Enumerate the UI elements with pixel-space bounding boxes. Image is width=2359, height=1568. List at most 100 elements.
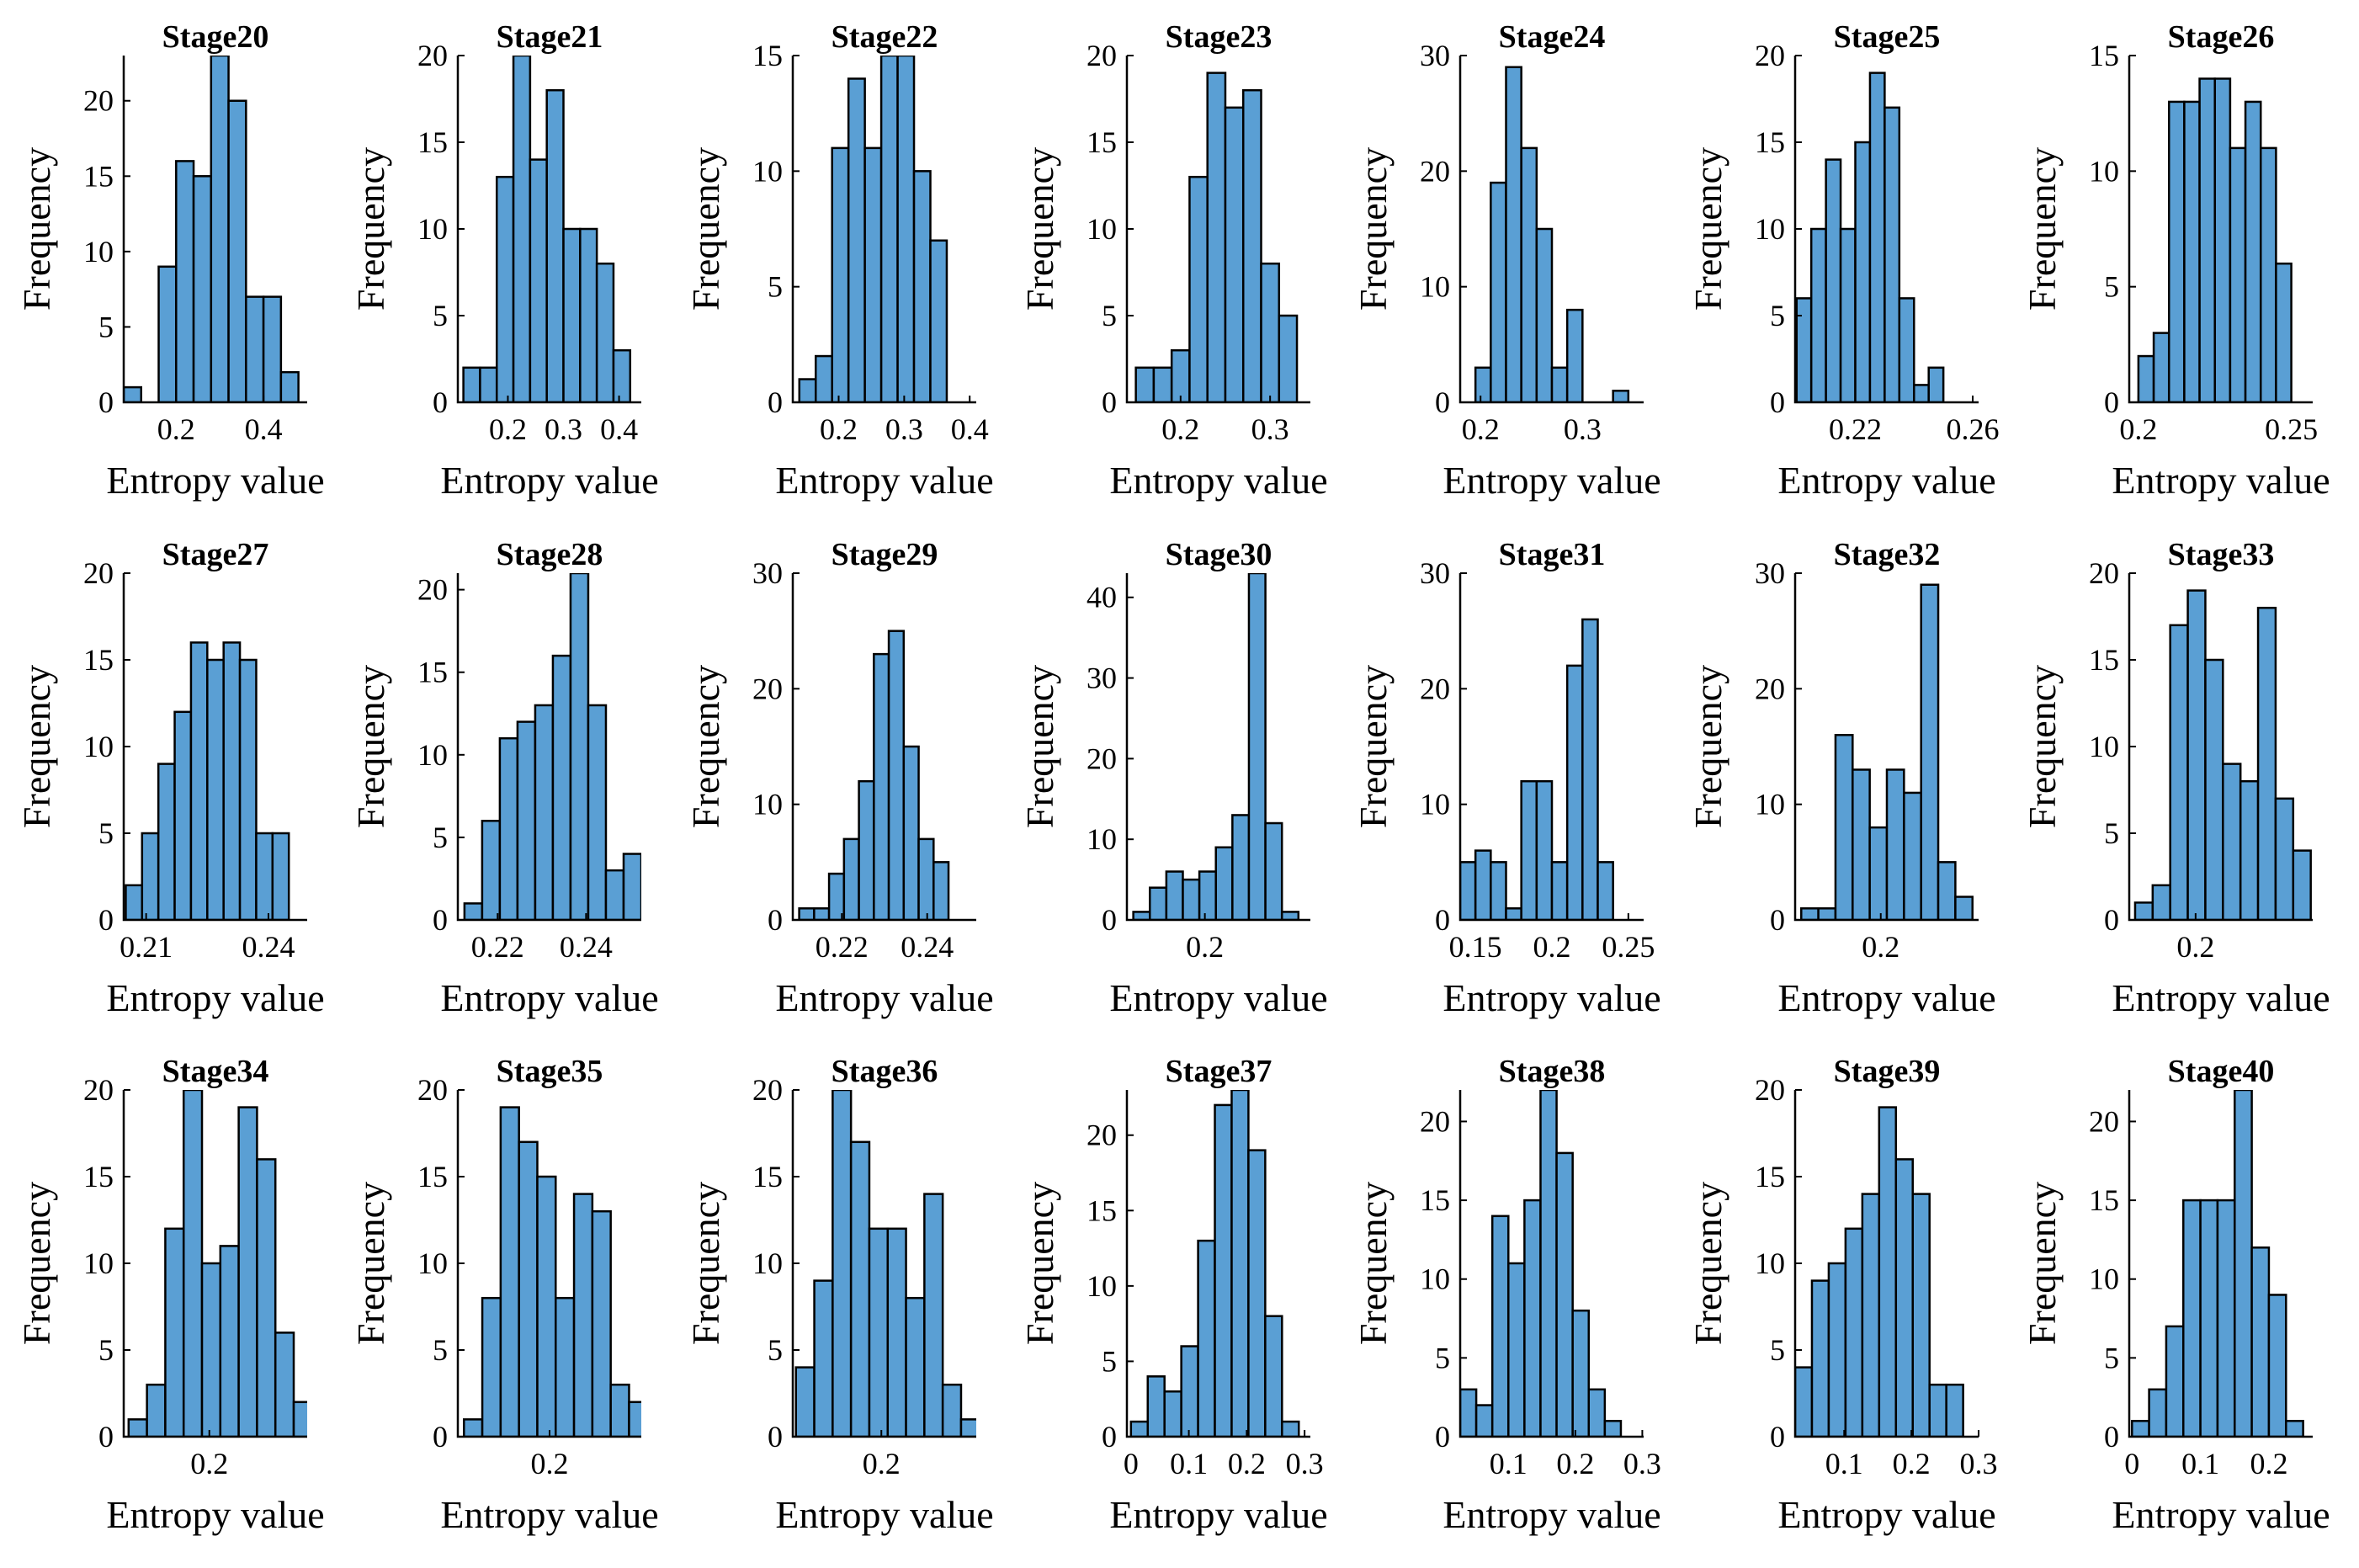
y-axis-label: Frequency [1018, 665, 1061, 828]
bar [917, 837, 935, 920]
bar [1460, 861, 1477, 920]
bar [1927, 366, 1945, 402]
bar [1180, 1345, 1199, 1437]
y-tick-label: 10 [83, 235, 114, 268]
y-axis-label: Frequency [1352, 665, 1395, 828]
bar [1810, 1279, 1830, 1437]
bar [959, 1418, 976, 1437]
bar [2186, 589, 2207, 920]
bar [516, 720, 537, 920]
bar [555, 1296, 576, 1437]
y-tick-label: 30 [1420, 556, 1450, 590]
bar [1911, 1193, 1931, 1437]
bar [1920, 583, 1940, 920]
histogram-stage35: 0 5 10 15 20 0.2 Stage35 Entropy value Frequency [349, 1054, 659, 1536]
histogram-stage26: 0 5 10 15 0.2 0.25 Stage26 Entropy value Frequen… [2021, 19, 2330, 502]
y-tick-label: 15 [1755, 125, 1785, 159]
histogram-stage22: 0 5 10 15 0.2 0.3 0.4 Stage22 Entropy value Frequ… [684, 19, 994, 502]
y-tick-label: 30 [1087, 662, 1117, 695]
bar [2222, 763, 2242, 920]
bar [551, 654, 572, 920]
histogram-stage25: 0 5 10 15 20 0.22 0.26 Stage25 Entropy value Freq… [1687, 19, 2000, 502]
bar [1247, 1149, 1267, 1437]
y-tick-label: 5 [768, 270, 783, 304]
bar [210, 56, 230, 402]
chart-title: Stage33 [2168, 537, 2275, 572]
y-tick-label: 10 [417, 1246, 448, 1280]
bar [498, 736, 519, 920]
y-tick-label: 10 [2089, 154, 2119, 188]
y-tick-label: 15 [1087, 1193, 1117, 1227]
bar [1490, 181, 1507, 402]
y-tick-label: 10 [752, 788, 783, 821]
y-tick-label: 15 [752, 1160, 783, 1193]
x-axis-label: Entropy value [1109, 459, 1327, 502]
bar [612, 348, 632, 402]
y-tick-label: 20 [752, 672, 783, 705]
bar [572, 1193, 594, 1437]
bar [1224, 106, 1245, 402]
bar [798, 907, 816, 920]
y-tick-label: 5 [98, 310, 114, 343]
bar [813, 907, 831, 920]
bar [2244, 100, 2262, 402]
bar [929, 239, 948, 402]
bar [1149, 886, 1168, 920]
chart-title: Stage35 [497, 1054, 603, 1089]
bar [481, 1296, 502, 1437]
y-tick-label: 0 [1435, 903, 1450, 937]
y-tick-label: 0 [1102, 1420, 1117, 1454]
x-axis-label: Entropy value [106, 1493, 324, 1536]
y-tick-label: 10 [2089, 730, 2119, 763]
x-tick-label: 0.24 [242, 930, 295, 964]
histogram-stage27: 0 5 10 15 20 0.21 0.24 Stage27 Entropy value Freq… [15, 537, 325, 1019]
y-tick-label: 10 [1420, 1262, 1450, 1296]
y-tick-label: 20 [1087, 39, 1117, 72]
y-tick-label: 20 [2089, 556, 2119, 590]
bar [206, 658, 225, 920]
y-tick-label: 15 [417, 1160, 448, 1193]
bar [1230, 1090, 1250, 1437]
x-axis-label: Entropy value [1442, 459, 1660, 502]
y-tick-label: 40 [1087, 581, 1117, 614]
bar [794, 1366, 816, 1437]
x-tick-label: 0.4 [951, 412, 989, 446]
chart-title: Stage24 [1499, 19, 1606, 55]
x-axis-label: Entropy value [440, 459, 658, 502]
bar [2148, 1388, 2168, 1437]
bar [124, 385, 143, 402]
bar [873, 652, 890, 920]
bar [2199, 1199, 2219, 1437]
bar [1474, 849, 1492, 920]
x-tick-label: 0.2 [1533, 930, 1571, 964]
bar [2152, 332, 2170, 402]
x-tick-label: 0.2 [1556, 1447, 1594, 1480]
y-axis-label: Frequency [684, 665, 727, 828]
bar [587, 704, 608, 920]
x-tick-label: 0.3 [1251, 412, 1289, 446]
bar [1898, 297, 1915, 402]
y-tick-label: 0 [2104, 903, 2119, 937]
x-axis-label: Entropy value [1777, 1493, 1995, 1536]
bar [1460, 1388, 1478, 1437]
bar [1280, 911, 1300, 920]
y-tick-label: 10 [83, 730, 114, 763]
bar [1852, 768, 1871, 920]
histogram-stage20: 0 5 10 15 20 0.2 0.4 Stage20 Entropy value Freque… [15, 19, 325, 502]
y-tick-label: 10 [83, 1246, 114, 1280]
bar [932, 861, 950, 920]
bar [2151, 884, 2171, 920]
bar [1474, 366, 1492, 402]
y-tick-label: 20 [752, 1073, 783, 1107]
histogram-stage31: 0 10 20 30 0.15 0.2 0.25 Stage31 Entropy value Fr… [1352, 537, 1661, 1019]
x-tick-label: 0.3 [1564, 412, 1602, 446]
bar [562, 227, 582, 402]
bars [463, 573, 641, 920]
bar [912, 170, 932, 402]
x-axis-label: Entropy value [440, 1493, 658, 1536]
y-tick-label: 20 [1420, 154, 1450, 188]
x-tick-label: 0.22 [471, 930, 524, 964]
y-tick-label: 20 [83, 556, 114, 590]
x-tick-label: 0 [2124, 1447, 2139, 1480]
bar [858, 779, 875, 920]
